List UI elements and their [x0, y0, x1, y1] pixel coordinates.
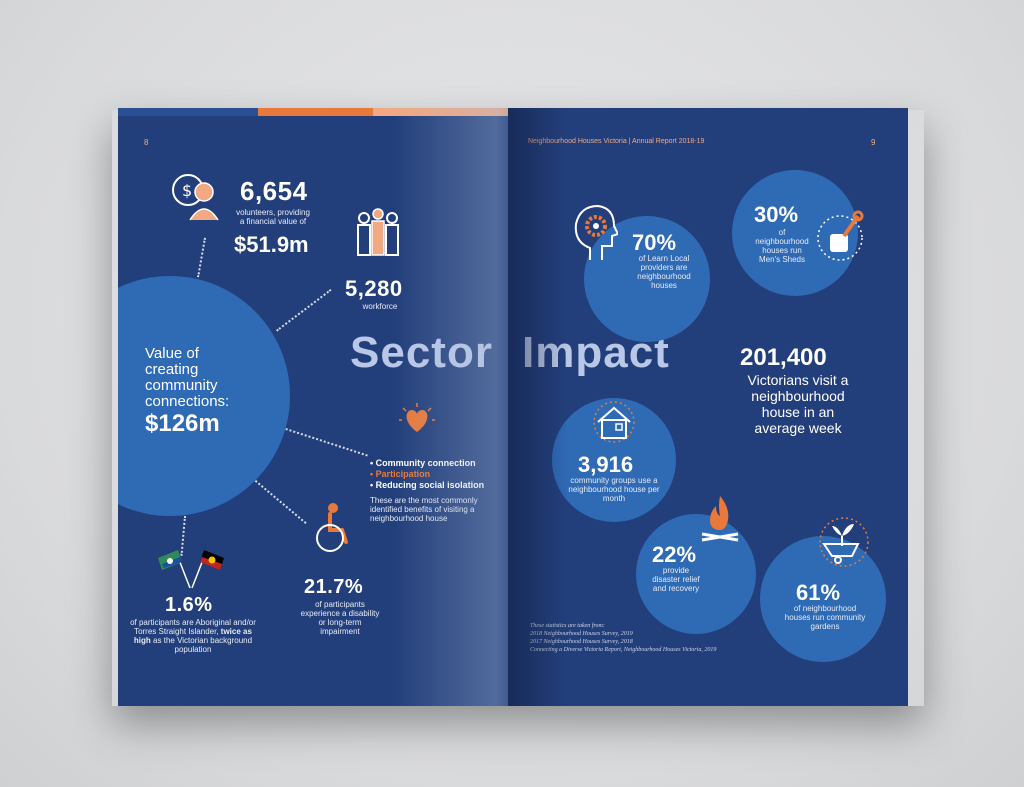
value-amount: $126m — [145, 410, 220, 437]
flags-icon — [158, 548, 224, 589]
mens-sheds-circle — [732, 170, 858, 296]
aboriginal-number: 1.6% — [165, 594, 213, 616]
learn-local-desc: of Learn Local providers are neighbourho… — [637, 254, 691, 290]
aboriginal-desc-bold: twice as high — [133, 627, 252, 645]
svg-text:$: $ — [182, 181, 192, 200]
learn-local-circle — [584, 216, 710, 342]
volunteers-number: 6,654 — [240, 176, 308, 206]
volunteers-desc: volunteers, providing a financial value … — [236, 208, 310, 226]
community-groups-number: 3,916 — [578, 452, 634, 477]
mens-sheds-desc: of neighbourhood houses run Men's Sheds — [755, 228, 809, 264]
wheelchair-icon — [312, 500, 354, 554]
value-line: creating — [145, 361, 199, 378]
top-color-bar-blue — [118, 108, 258, 116]
connector-line — [276, 289, 332, 332]
page-number: 9 — [871, 138, 876, 147]
workforce-desc: workforce — [362, 302, 398, 311]
wrench-hand-icon — [814, 210, 866, 262]
value-line: Value of — [145, 345, 199, 362]
right-page: Neighbourhood Houses Victoria | Annual R… — [508, 108, 908, 706]
connector-line — [285, 428, 368, 457]
visitors-number: 201,400 — [740, 344, 827, 371]
source-item: 2018 Neighbourhood Houses Survey, 2019 — [530, 631, 633, 637]
disaster-number: 22% — [652, 542, 697, 567]
aboriginal-desc-end: as the Victorian background population — [153, 636, 253, 654]
source-item: 2017 Neighbourhood Houses Survey, 2018 — [530, 639, 633, 645]
volunteer-dollar-icon: $ — [170, 170, 222, 222]
workforce-number: 5,280 — [345, 276, 403, 301]
sources-note: These statistics are taken from: 2018 Ne… — [530, 622, 730, 654]
visitors-line: neighbourhood — [751, 388, 845, 404]
sources-intro: These statistics are taken from: — [530, 623, 605, 629]
benefit-item: Community connection — [370, 458, 484, 469]
disability-number: 21.7% — [304, 576, 364, 598]
heading-sector: Sector — [350, 328, 493, 377]
disaster-desc: provide disaster relief and recovery — [652, 566, 700, 593]
wheelbarrow-plant-icon — [818, 514, 870, 568]
value-line: connections: — [145, 393, 230, 410]
mens-sheds-number: 30% — [754, 202, 799, 227]
benefits-note: These are the most commonly identified b… — [370, 496, 478, 523]
house-icon — [592, 396, 636, 444]
benefits-list: Community connection Participation Reduc… — [370, 458, 485, 491]
source-item: Connecting a Diverse Victoria Report, Ne… — [530, 647, 717, 653]
volunteers-value: $51.9m — [234, 232, 309, 257]
benefit-item: Reducing social isolation — [370, 480, 485, 491]
aboriginal-desc-start: of participants are Aboriginal and/or To… — [130, 618, 256, 636]
learn-local-number: 70% — [632, 230, 677, 255]
gardens-desc: of neighbourhood houses run community ga… — [784, 604, 866, 631]
community-groups-desc: community groups use a neighbourhood hou… — [568, 476, 660, 503]
heart-icon — [399, 402, 435, 438]
visitors-line: Victorians visit a — [747, 372, 849, 388]
visitors-line: average week — [754, 420, 842, 436]
workforce-people-icon — [352, 206, 404, 258]
visitors-desc: Victorians visit a neighbourhood house i… — [732, 372, 864, 436]
value-circle-text: Value of creating community connections:… — [145, 345, 230, 437]
gardens-circle — [760, 536, 886, 662]
campfire-icon — [696, 490, 744, 542]
aboriginal-desc: of participants are Aboriginal and/or To… — [130, 618, 256, 654]
running-header: Neighbourhood Houses Victoria | Annual R… — [528, 138, 705, 145]
community-groups-circle — [552, 398, 676, 522]
head-gear-icon — [570, 202, 620, 262]
gardens-number: 61% — [796, 580, 841, 605]
value-line: community — [145, 377, 218, 394]
connector-line — [254, 480, 307, 524]
left-page: 8 Value of creating community connection… — [118, 108, 514, 706]
top-color-bar-peach — [373, 108, 514, 116]
top-color-bar-orange — [258, 108, 373, 116]
page-number: 8 — [144, 138, 149, 147]
benefit-item: Participation — [370, 469, 484, 480]
connector-line — [197, 237, 206, 278]
disability-desc: of participants experience a disability … — [300, 600, 380, 636]
visitors-line: house in an — [761, 404, 835, 420]
